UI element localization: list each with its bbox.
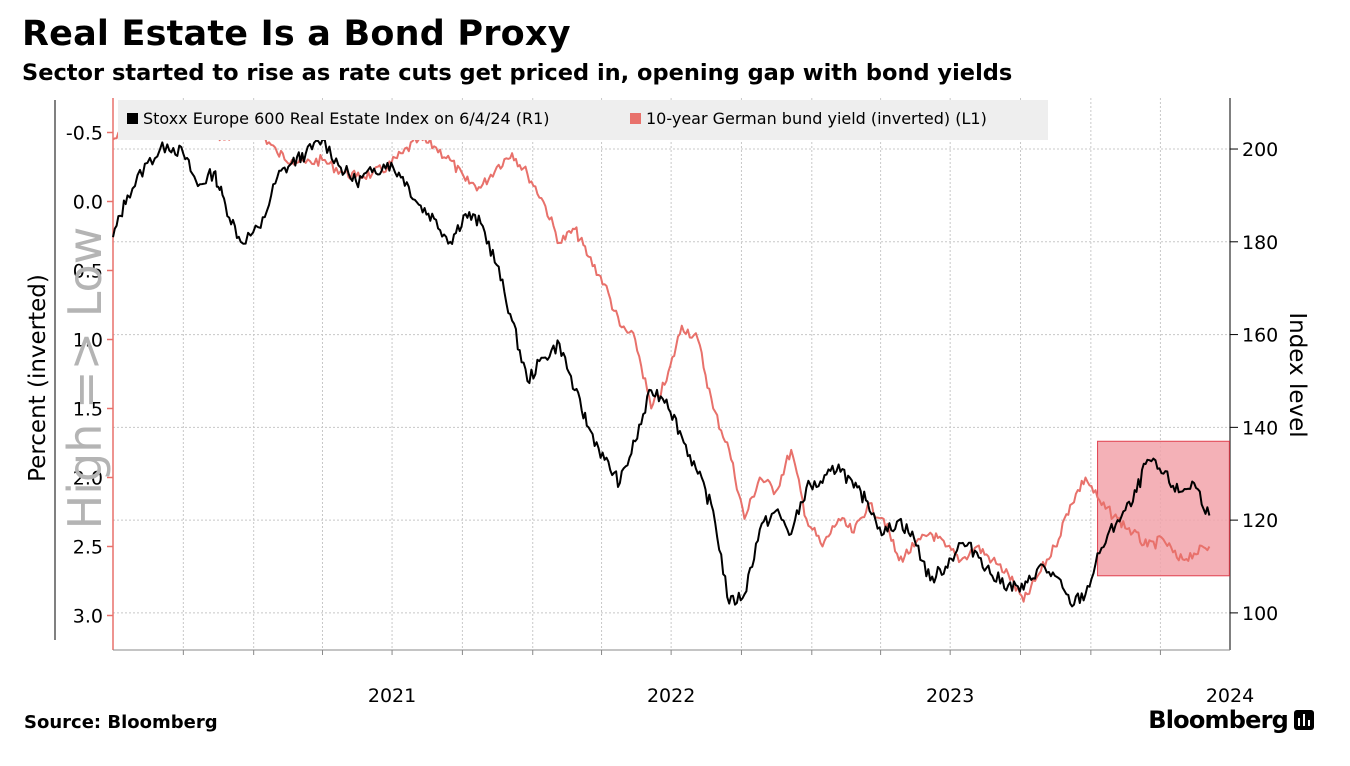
legend: Stoxx Europe 600 Real Estate Index on 6/… bbox=[118, 100, 1048, 140]
highlight-box bbox=[1097, 440, 1230, 577]
bloomberg-logo: Bloomberg bbox=[1148, 706, 1314, 734]
x-tick-label: 2022 bbox=[647, 685, 695, 707]
right-tick-label: 180 bbox=[1242, 232, 1278, 254]
lines-layer bbox=[112, 118, 1211, 608]
left-tick-label: 2.5 bbox=[73, 537, 103, 559]
series-line-bund-yield bbox=[112, 118, 1211, 603]
left-tick-label: 1.5 bbox=[73, 399, 103, 421]
source-note: Source: Bloomberg bbox=[24, 712, 218, 733]
brand-name: Bloomberg bbox=[1148, 706, 1289, 734]
right-axis-label: Index level bbox=[1284, 312, 1310, 437]
axes-layer: 100 120 140 160 180 200 -0.5 0.0 0.5 1.0 1.5 2.0 2.5… bbox=[54, 98, 1278, 707]
left-tick-label: 0.0 bbox=[73, 192, 103, 214]
legend-swatch-yield bbox=[630, 113, 641, 124]
series-line-real-estate-index bbox=[112, 138, 1211, 608]
legend-swatch-index bbox=[127, 113, 138, 124]
right-tick-label: 200 bbox=[1242, 139, 1278, 161]
chart-title: Real Estate Is a Bond Proxy bbox=[22, 14, 571, 54]
grid-layer bbox=[113, 98, 1230, 650]
right-tick-label: 100 bbox=[1242, 603, 1278, 625]
left-tick-label: 3.0 bbox=[73, 606, 103, 628]
left-axis-label: Percent (inverted) bbox=[25, 274, 51, 482]
watermark: High => Low bbox=[58, 227, 112, 530]
highlight-layer bbox=[1097, 440, 1230, 577]
x-tick-label: 2024 bbox=[1206, 685, 1254, 707]
right-tick-label: 120 bbox=[1242, 510, 1278, 532]
right-tick-label: 160 bbox=[1242, 325, 1278, 347]
right-tick-label: 140 bbox=[1242, 417, 1278, 439]
left-tick-label: 2.0 bbox=[73, 468, 103, 490]
chart-subtitle: Sector started to rise as rate cuts get … bbox=[22, 60, 1013, 86]
left-tick-label: 0.5 bbox=[73, 261, 103, 283]
legend-background bbox=[118, 100, 1048, 140]
left-tick-label: 1.0 bbox=[73, 330, 103, 352]
x-tick-label: 2021 bbox=[368, 685, 416, 707]
x-tick-label: 2023 bbox=[926, 685, 974, 707]
legend-label-yield: 10-year German bund yield (inverted) (L1… bbox=[646, 109, 987, 128]
left-tick-label: -0.5 bbox=[66, 123, 103, 145]
legend-label-index: Stoxx Europe 600 Real Estate Index on 6/… bbox=[143, 109, 550, 128]
bar-chart-icon bbox=[1294, 710, 1314, 730]
